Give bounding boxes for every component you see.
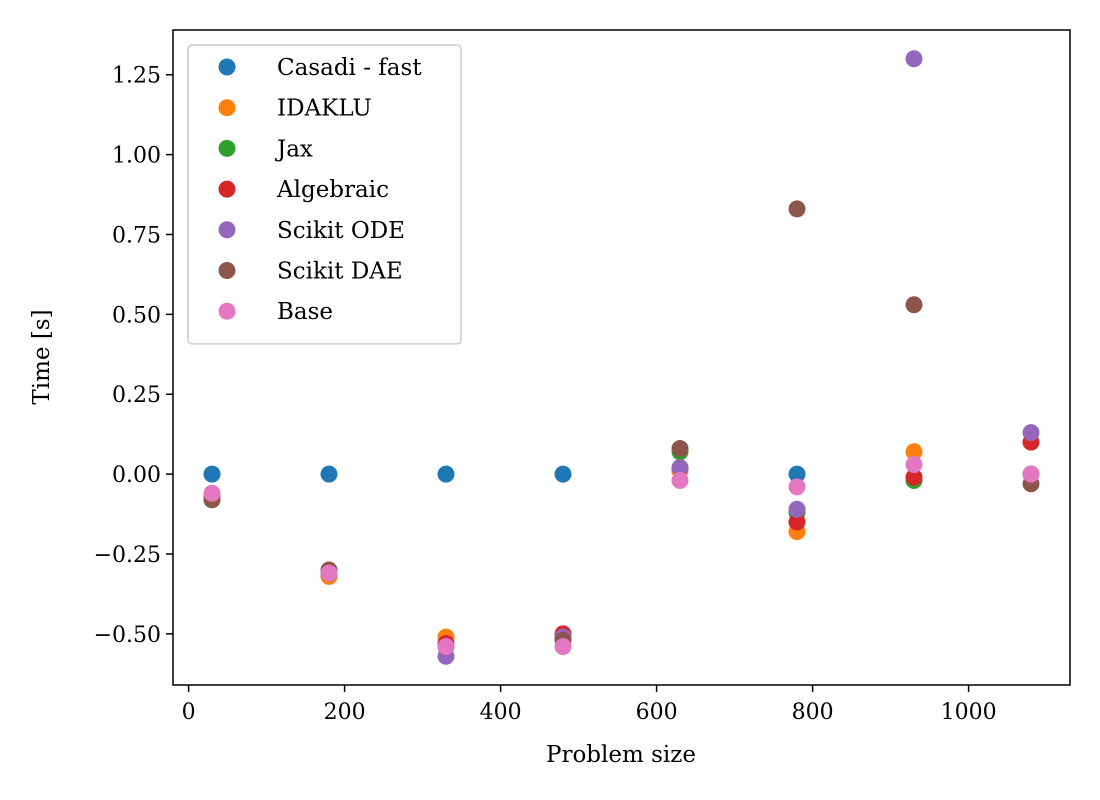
- y-axis-label: Time [s]: [29, 309, 55, 404]
- legend-label: Casadi - fast: [277, 55, 422, 81]
- legend-label: IDAKLU: [277, 96, 372, 122]
- point-idaklu-6: [905, 443, 923, 461]
- y-tick-label: 0.00: [112, 463, 161, 488]
- point-scikit-ode-5: [788, 500, 806, 518]
- legend-label: Scikit DAE: [277, 259, 403, 285]
- point-scikit-ode-6: [905, 50, 923, 68]
- legend-label: Algebraic: [276, 177, 389, 203]
- y-tick-label: 0.50: [112, 303, 161, 328]
- y-tick-label: −0.25: [94, 543, 161, 568]
- point-scikit-ode-7: [1022, 424, 1040, 442]
- legend-marker: [218, 180, 236, 198]
- point-casadi-fast-3: [554, 465, 572, 483]
- point-casadi-fast-1: [320, 465, 338, 483]
- plot-frame: [172, 29, 1071, 686]
- point-casadi-fast-0: [203, 465, 221, 483]
- x-tick-label: 200: [324, 700, 366, 725]
- axis-ticks: 0 200 400 600 800 1000 −0.50 −0.25 0.00 0.25 0.50 0…: [94, 64, 997, 725]
- y-tick-label: −0.50: [94, 623, 161, 648]
- point-base-0: [203, 484, 221, 502]
- point-base-5: [788, 478, 806, 496]
- point-base-6: [905, 456, 923, 474]
- x-tick-label: 0: [182, 700, 196, 725]
- legend-label: Jax: [275, 136, 313, 162]
- point-base-7: [1022, 465, 1040, 483]
- legend-marker: [218, 221, 236, 239]
- y-tick-label: 1.00: [112, 144, 161, 169]
- legend-marker: [218, 302, 236, 320]
- point-scikit-ode-4: [671, 459, 689, 477]
- legend-label: Base: [277, 299, 333, 325]
- point-scikit-dae-6: [905, 296, 923, 314]
- legend-marker: [218, 99, 236, 117]
- legend-box: [187, 44, 462, 345]
- legend-label: Scikit ODE: [277, 218, 405, 244]
- point-scikit-dae-4: [671, 440, 689, 458]
- x-tick-label: 600: [636, 700, 678, 725]
- y-tick-label: 0.25: [112, 383, 161, 408]
- x-tick-label: 1000: [941, 700, 997, 725]
- legend: Casadi - fast IDAKLU Jax Algebraic Scikit OD…: [187, 44, 462, 345]
- point-casadi-fast-2: [437, 465, 455, 483]
- point-casadi-fast-4: [788, 465, 806, 483]
- point-algebraic-6: [905, 468, 923, 486]
- point-scikit-dae-5: [788, 200, 806, 218]
- point-base-3: [554, 638, 572, 656]
- legend-marker: [218, 139, 236, 157]
- legend-marker: [218, 262, 236, 279]
- point-base-1: [320, 564, 338, 582]
- x-axis-label: Problem size: [546, 742, 696, 768]
- x-tick-label: 400: [480, 700, 522, 725]
- point-base-2: [437, 638, 455, 656]
- y-tick-label: 0.75: [112, 223, 161, 248]
- y-tick-label: 1.25: [112, 64, 161, 89]
- point-algebraic-5: [788, 513, 806, 531]
- x-tick-label: 800: [792, 700, 834, 725]
- data-points: [203, 50, 1040, 665]
- legend-marker: [218, 58, 236, 76]
- point-base-4: [671, 472, 689, 490]
